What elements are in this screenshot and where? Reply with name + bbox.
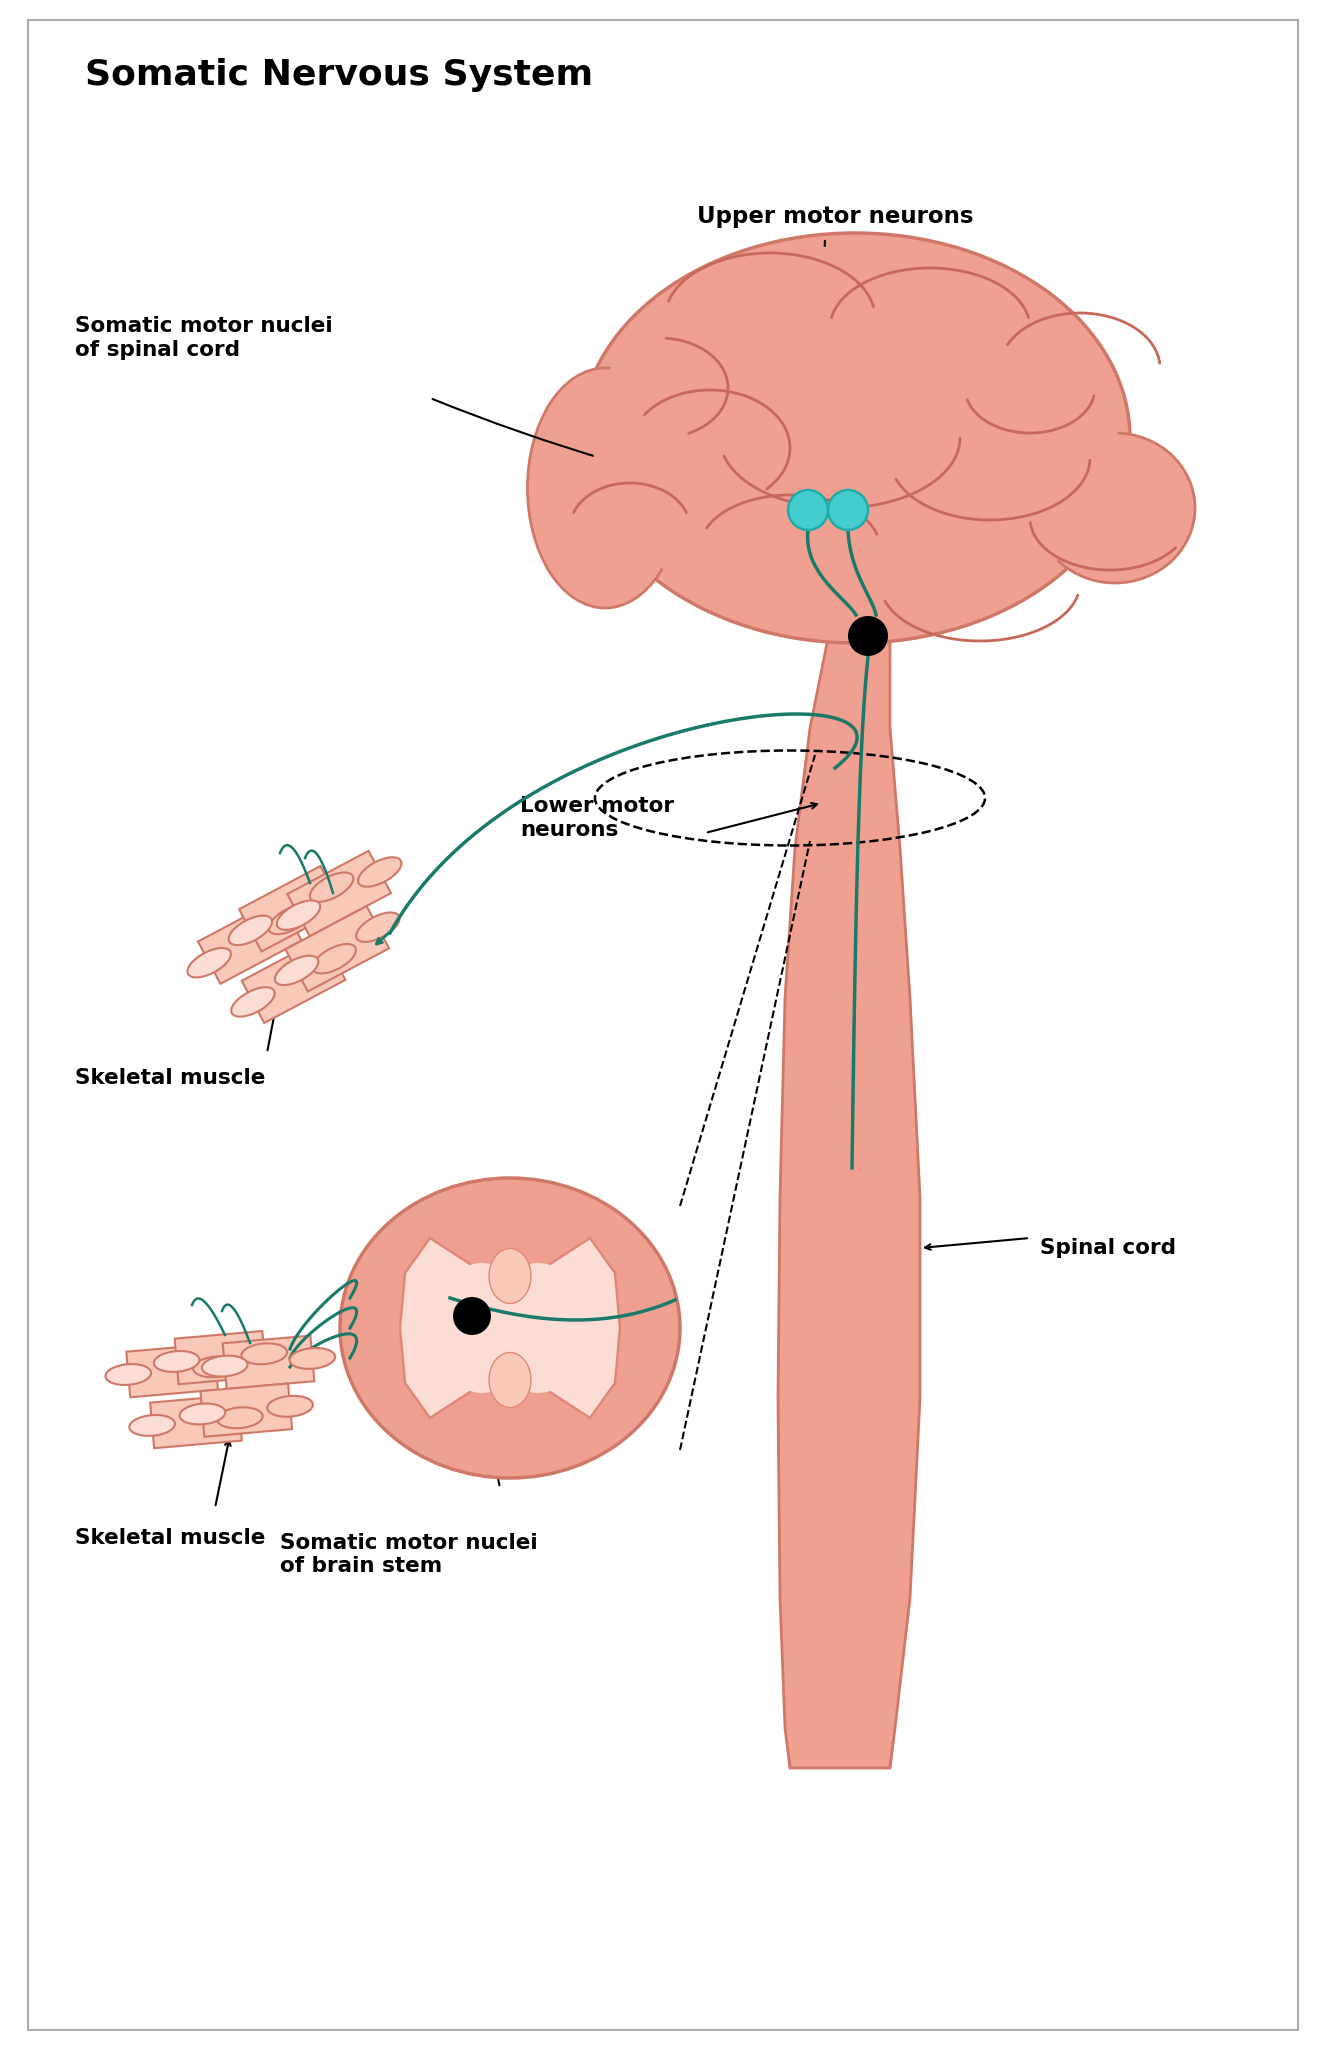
Text: Skeletal muscle: Skeletal muscle — [76, 1528, 265, 1548]
Ellipse shape — [229, 915, 272, 944]
Polygon shape — [200, 1384, 292, 1438]
Text: Somatic motor nuclei
of spinal cord: Somatic motor nuclei of spinal cord — [76, 315, 333, 360]
Polygon shape — [150, 1395, 242, 1448]
Ellipse shape — [277, 901, 321, 930]
Ellipse shape — [274, 956, 318, 985]
Circle shape — [788, 489, 828, 530]
Ellipse shape — [490, 1264, 586, 1393]
Polygon shape — [241, 938, 346, 1024]
Ellipse shape — [193, 1356, 238, 1378]
Polygon shape — [197, 899, 302, 983]
Circle shape — [828, 489, 868, 530]
Text: Upper motor neurons: Upper motor neurons — [697, 205, 974, 227]
Ellipse shape — [269, 905, 313, 934]
Ellipse shape — [592, 246, 1117, 631]
Text: Somatic motor nuclei
of brain stem: Somatic motor nuclei of brain stem — [280, 1534, 538, 1577]
Ellipse shape — [106, 1364, 151, 1384]
Ellipse shape — [217, 1407, 262, 1427]
Ellipse shape — [489, 1249, 531, 1303]
Text: Skeletal muscle: Skeletal muscle — [76, 1067, 265, 1087]
Polygon shape — [223, 1335, 314, 1389]
Ellipse shape — [187, 948, 231, 977]
Ellipse shape — [241, 1343, 288, 1364]
Ellipse shape — [290, 1348, 335, 1368]
Ellipse shape — [358, 858, 401, 887]
Polygon shape — [238, 866, 343, 952]
Polygon shape — [288, 850, 391, 936]
Text: Spinal cord: Spinal cord — [1040, 1237, 1177, 1257]
Ellipse shape — [313, 944, 356, 973]
Ellipse shape — [180, 1403, 225, 1425]
Ellipse shape — [1035, 432, 1195, 584]
Ellipse shape — [435, 1264, 530, 1393]
Text: Lower motor
neurons: Lower motor neurons — [519, 797, 674, 840]
Ellipse shape — [201, 1356, 248, 1376]
Ellipse shape — [154, 1352, 200, 1372]
Ellipse shape — [310, 872, 354, 901]
Ellipse shape — [356, 913, 400, 942]
Ellipse shape — [527, 369, 682, 608]
Polygon shape — [126, 1343, 217, 1397]
Polygon shape — [400, 1237, 620, 1417]
Ellipse shape — [580, 233, 1130, 643]
Ellipse shape — [130, 1415, 175, 1436]
Polygon shape — [285, 905, 390, 991]
Ellipse shape — [489, 1352, 531, 1407]
Circle shape — [453, 1296, 492, 1335]
Ellipse shape — [268, 1397, 313, 1417]
Polygon shape — [175, 1331, 266, 1384]
Circle shape — [848, 616, 888, 655]
Ellipse shape — [341, 1178, 680, 1479]
Ellipse shape — [232, 987, 274, 1016]
Text: Somatic Nervous System: Somatic Nervous System — [85, 57, 594, 92]
Polygon shape — [778, 629, 920, 1767]
